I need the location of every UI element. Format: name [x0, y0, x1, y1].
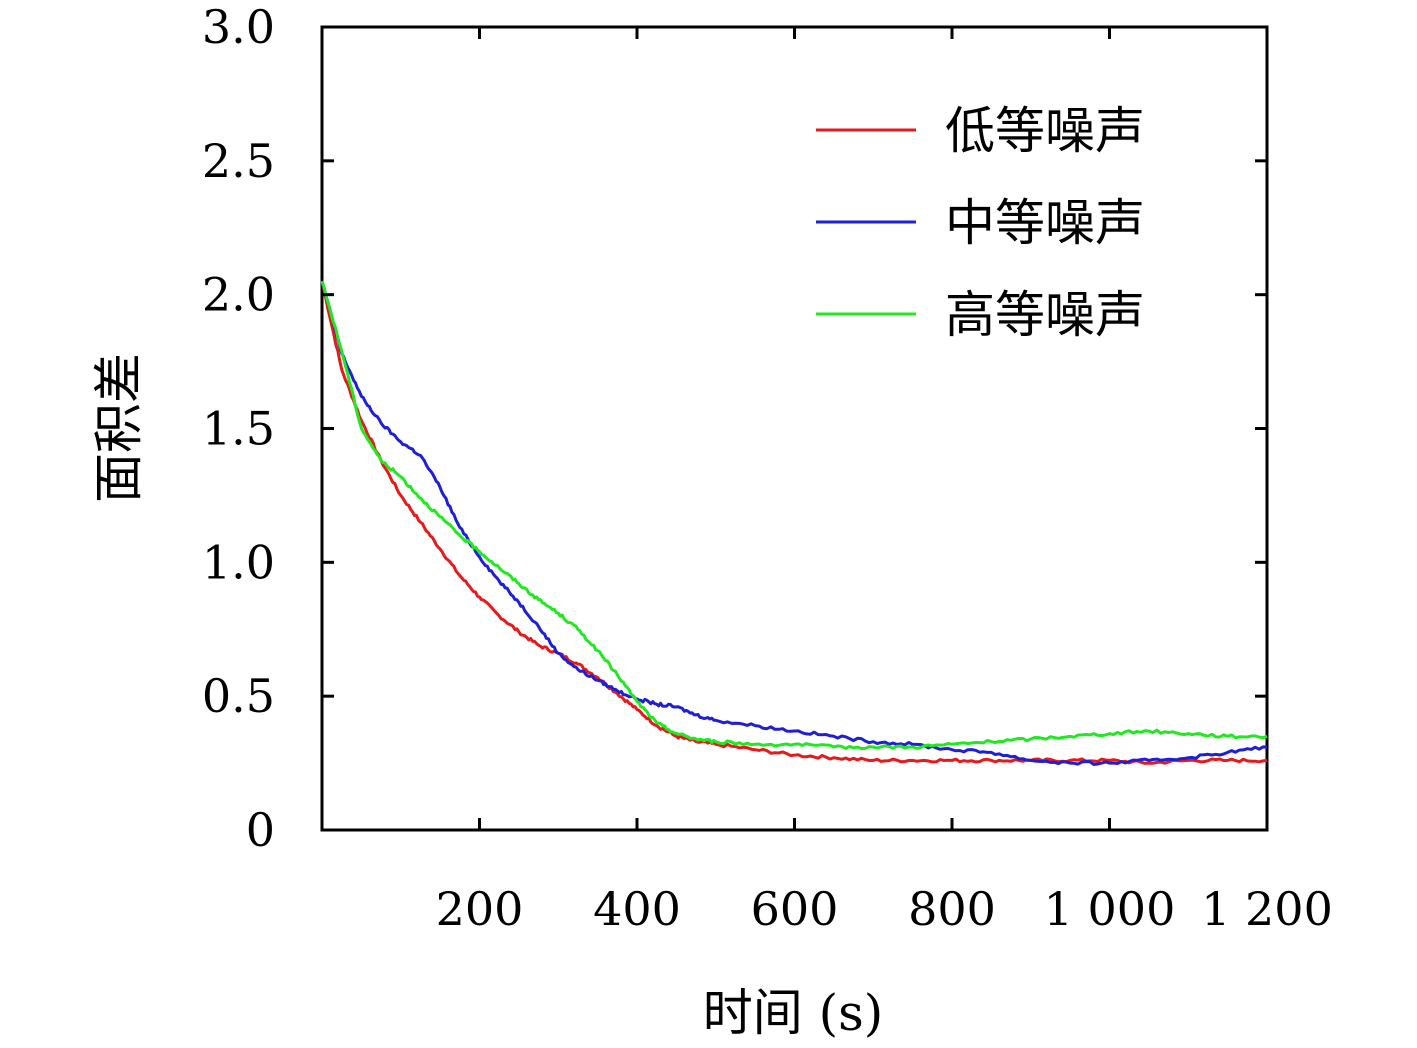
legend-label-3: 高等噪声: [945, 286, 1145, 344]
y-tick-label: 2.0: [202, 268, 275, 322]
y-tick-label: 2.5: [202, 134, 275, 188]
series-line-1: [320, 280, 1268, 765]
y-axis-title: 面积差: [90, 353, 148, 503]
x-tick-label: 800: [908, 882, 996, 936]
legend-label-2: 中等噪声: [945, 194, 1145, 252]
x-tick-label: 400: [593, 882, 681, 936]
x-tick-label: 1 000: [1044, 882, 1176, 936]
legend-label-1: 低等噪声: [945, 102, 1145, 160]
y-tick-label: 0.5: [202, 669, 275, 723]
y-tick-label: 3.0: [202, 0, 275, 54]
series-line-3: [320, 280, 1268, 751]
x-tick-label: 1 200: [1201, 882, 1333, 936]
y-tick-label: 0: [246, 803, 275, 857]
x-axis-title: 时间 (s): [703, 984, 884, 1042]
y-tick-label: 1.0: [202, 535, 275, 589]
y-tick-label: 1.5: [202, 402, 275, 456]
x-tick-label: 600: [751, 882, 839, 936]
series-line-2: [320, 280, 1268, 766]
x-tick-label: 200: [436, 882, 524, 936]
